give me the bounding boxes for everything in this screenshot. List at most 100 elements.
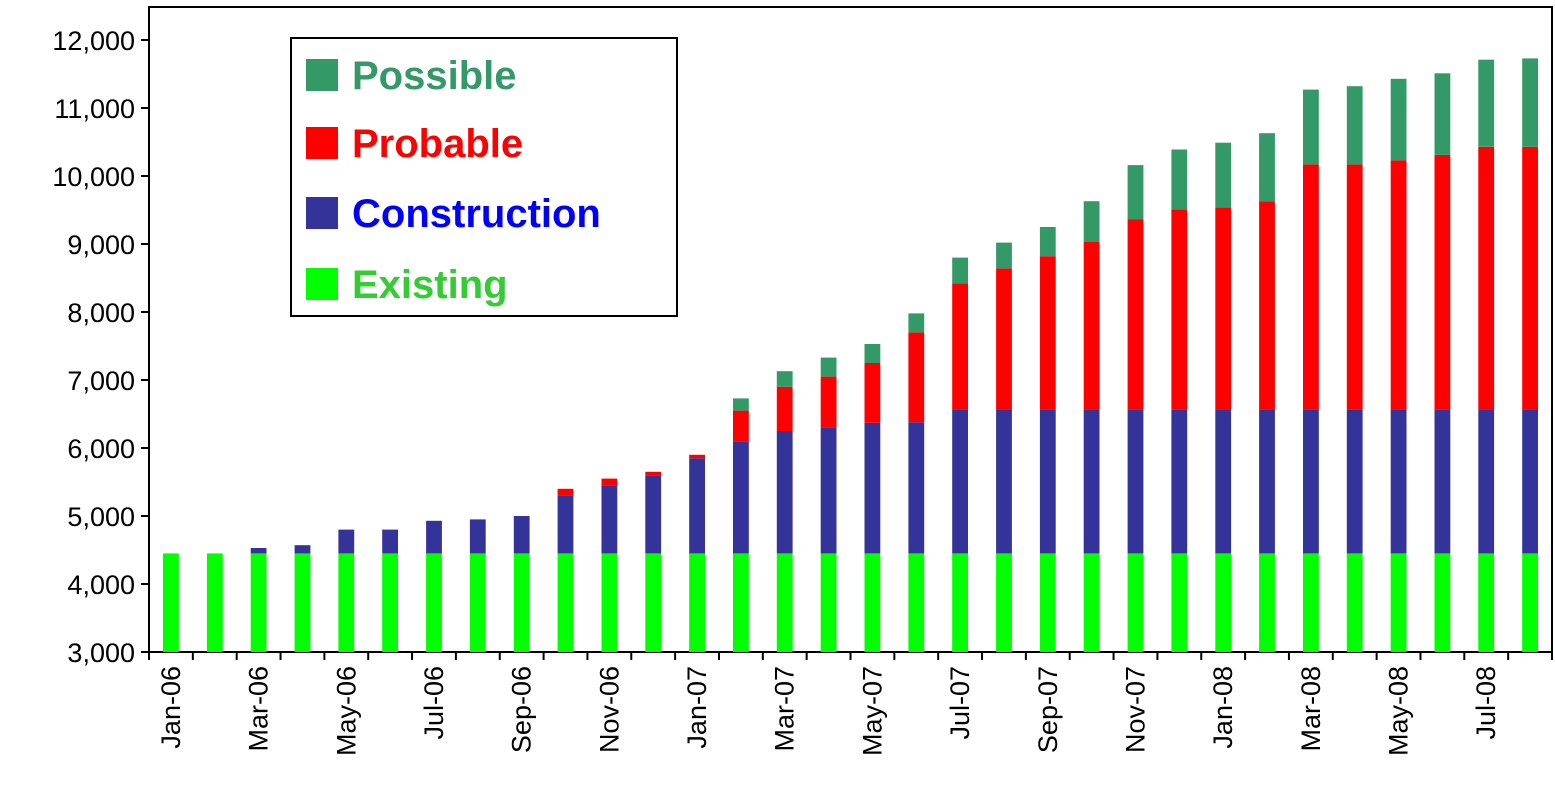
legend-box [290, 37, 678, 317]
bar-existing-jan-08 [1215, 553, 1232, 652]
legend-swatch-construction [306, 197, 338, 229]
y-tick-label: 7,000 [67, 366, 135, 396]
bar-existing-jan-07 [689, 553, 705, 652]
bar-possible-jul-07 [952, 257, 968, 284]
bar-construction-mar-07 [776, 431, 793, 554]
bar-possible-oct-07 [1083, 201, 1100, 242]
bar-existing-aug-08 [1522, 553, 1538, 652]
bar-probable-aug-08 [1522, 146, 1538, 410]
bar-probable-jul-07 [952, 283, 968, 410]
x-tick-label: Sep-06 [507, 666, 537, 753]
bar-existing-nov-06 [601, 553, 618, 652]
bar-possible-feb-07 [733, 398, 749, 411]
bar-existing-oct-07 [1083, 553, 1100, 652]
bar-existing-dec-07 [1171, 553, 1188, 652]
bar-existing-jul-07 [952, 553, 968, 652]
bar-probable-dec-06 [645, 471, 662, 476]
bar-construction-apr-08 [1346, 409, 1363, 554]
bar-possible-nov-07 [1127, 165, 1144, 220]
bar-existing-sep-06 [513, 553, 530, 652]
bar-construction-aug-07 [996, 409, 1012, 554]
bar-construction-mar-08 [1303, 409, 1319, 554]
bar-probable-mar-07 [776, 386, 793, 431]
bar-possible-aug-07 [996, 242, 1012, 269]
legend-label-possible: Possible [352, 54, 517, 98]
bar-existing-oct-06 [557, 553, 574, 652]
x-tick-label: Jan-06 [156, 666, 186, 749]
y-axis: 3,000 4,000 5,000 6,000 7,000 8,000 9,000 10,00… [52, 26, 149, 668]
x-tick-label: Jul-06 [419, 666, 449, 740]
bar-existing-sep-07 [1039, 553, 1056, 652]
bar-possible-jan-08 [1215, 142, 1232, 208]
bar-probable-feb-07 [733, 410, 749, 442]
x-tick-label: May-06 [331, 666, 361, 756]
y-tick-label: 5,000 [67, 502, 135, 532]
x-tick-label: Sep-07 [1033, 666, 1063, 753]
bar-probable-jun-07 [908, 332, 925, 423]
bar-existing-jun-06 [382, 553, 398, 652]
y-tick-label: 10,000 [52, 162, 135, 192]
bar-existing-mar-07 [776, 553, 793, 652]
y-tick-label: 8,000 [67, 298, 135, 328]
bar-construction-may-07 [864, 422, 881, 554]
bar-construction-dec-07 [1171, 409, 1188, 554]
bar-existing-mar-06 [250, 553, 267, 652]
y-tick-label: 6,000 [67, 434, 135, 464]
bar-construction-jun-06 [382, 529, 398, 554]
bar-construction-oct-07 [1083, 409, 1100, 554]
x-tick-label: Nov-07 [1120, 666, 1150, 753]
bar-existing-mar-08 [1303, 553, 1319, 652]
bar-construction-nov-07 [1127, 409, 1144, 554]
bar-probable-jan-07 [689, 454, 705, 459]
bar-existing-jul-08 [1478, 553, 1495, 652]
bar-existing-apr-06 [294, 553, 311, 652]
bar-construction-jul-08 [1478, 409, 1495, 554]
bar-construction-apr-06 [294, 545, 311, 554]
bar-probable-may-08 [1390, 160, 1407, 410]
bar-construction-may-08 [1390, 409, 1407, 554]
bar-probable-jun-08 [1434, 154, 1451, 410]
bar-existing-apr-07 [820, 553, 837, 652]
bar-probable-mar-08 [1303, 164, 1319, 410]
x-tick-label: May-07 [857, 666, 887, 756]
x-tick-label: Mar-06 [244, 666, 274, 752]
bar-probable-dec-07 [1171, 209, 1188, 410]
x-tick-label: Jul-08 [1471, 666, 1501, 740]
legend-label-construction: Construction [352, 192, 601, 236]
bar-existing-jun-08 [1434, 553, 1451, 652]
x-axis: Jan-06 Mar-06 May-06 Jul-06 Sep-06 Nov-06 Jan-… [148, 652, 1553, 756]
bar-existing-feb-07 [733, 553, 749, 652]
bar-possible-aug-08 [1522, 58, 1538, 147]
legend-label-existing: Existing [352, 263, 508, 307]
bar-construction-jun-08 [1434, 409, 1451, 554]
legend-swatch-probable [306, 127, 338, 159]
bar-existing-jun-07 [908, 553, 925, 652]
bar-construction-feb-07 [733, 441, 749, 554]
bar-probable-apr-08 [1346, 164, 1363, 410]
bar-possible-jul-08 [1478, 59, 1495, 147]
bar-possible-jun-08 [1434, 73, 1451, 155]
bar-existing-apr-08 [1346, 553, 1363, 652]
x-tick-label: Mar-08 [1296, 666, 1326, 752]
y-tick-label: 9,000 [67, 230, 135, 260]
x-tick-label: Jul-07 [945, 666, 975, 740]
bar-construction-jun-07 [908, 422, 925, 554]
bar-probable-apr-07 [820, 376, 837, 428]
bar-construction-mar-06 [250, 548, 267, 554]
x-tick-label: Jan-07 [682, 666, 712, 749]
bar-construction-may-06 [338, 529, 355, 554]
bar-construction-jul-07 [952, 409, 968, 554]
bar-probable-oct-07 [1083, 242, 1100, 410]
bar-construction-dec-06 [645, 475, 662, 554]
legend: Possible Probable Construction Existing [290, 37, 678, 317]
bar-construction-oct-06 [557, 495, 574, 554]
x-tick-label: May-08 [1384, 666, 1414, 756]
y-tick-label: 12,000 [52, 26, 135, 56]
bar-possible-jun-07 [908, 313, 925, 333]
bar-existing-may-08 [1390, 553, 1407, 652]
bar-probable-aug-07 [996, 268, 1012, 410]
bar-possible-may-07 [864, 344, 881, 363]
bar-possible-may-08 [1390, 78, 1407, 161]
bar-construction-sep-07 [1039, 409, 1056, 554]
